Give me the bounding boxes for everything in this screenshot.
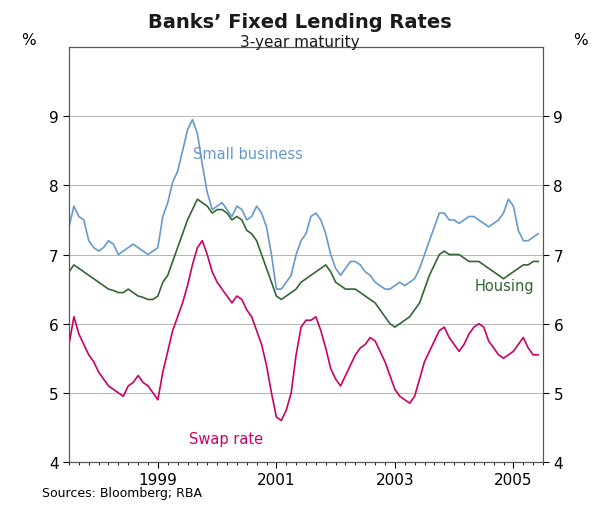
Text: Small business: Small business	[193, 147, 303, 162]
Text: Banks’ Fixed Lending Rates: Banks’ Fixed Lending Rates	[148, 13, 452, 32]
Text: %: %	[574, 33, 588, 48]
Text: %: %	[22, 33, 36, 48]
Text: 3-year maturity: 3-year maturity	[240, 35, 360, 50]
Text: Swap rate: Swap rate	[189, 431, 263, 446]
Text: Housing: Housing	[475, 279, 535, 293]
Text: Sources: Bloomberg; RBA: Sources: Bloomberg; RBA	[42, 486, 202, 499]
